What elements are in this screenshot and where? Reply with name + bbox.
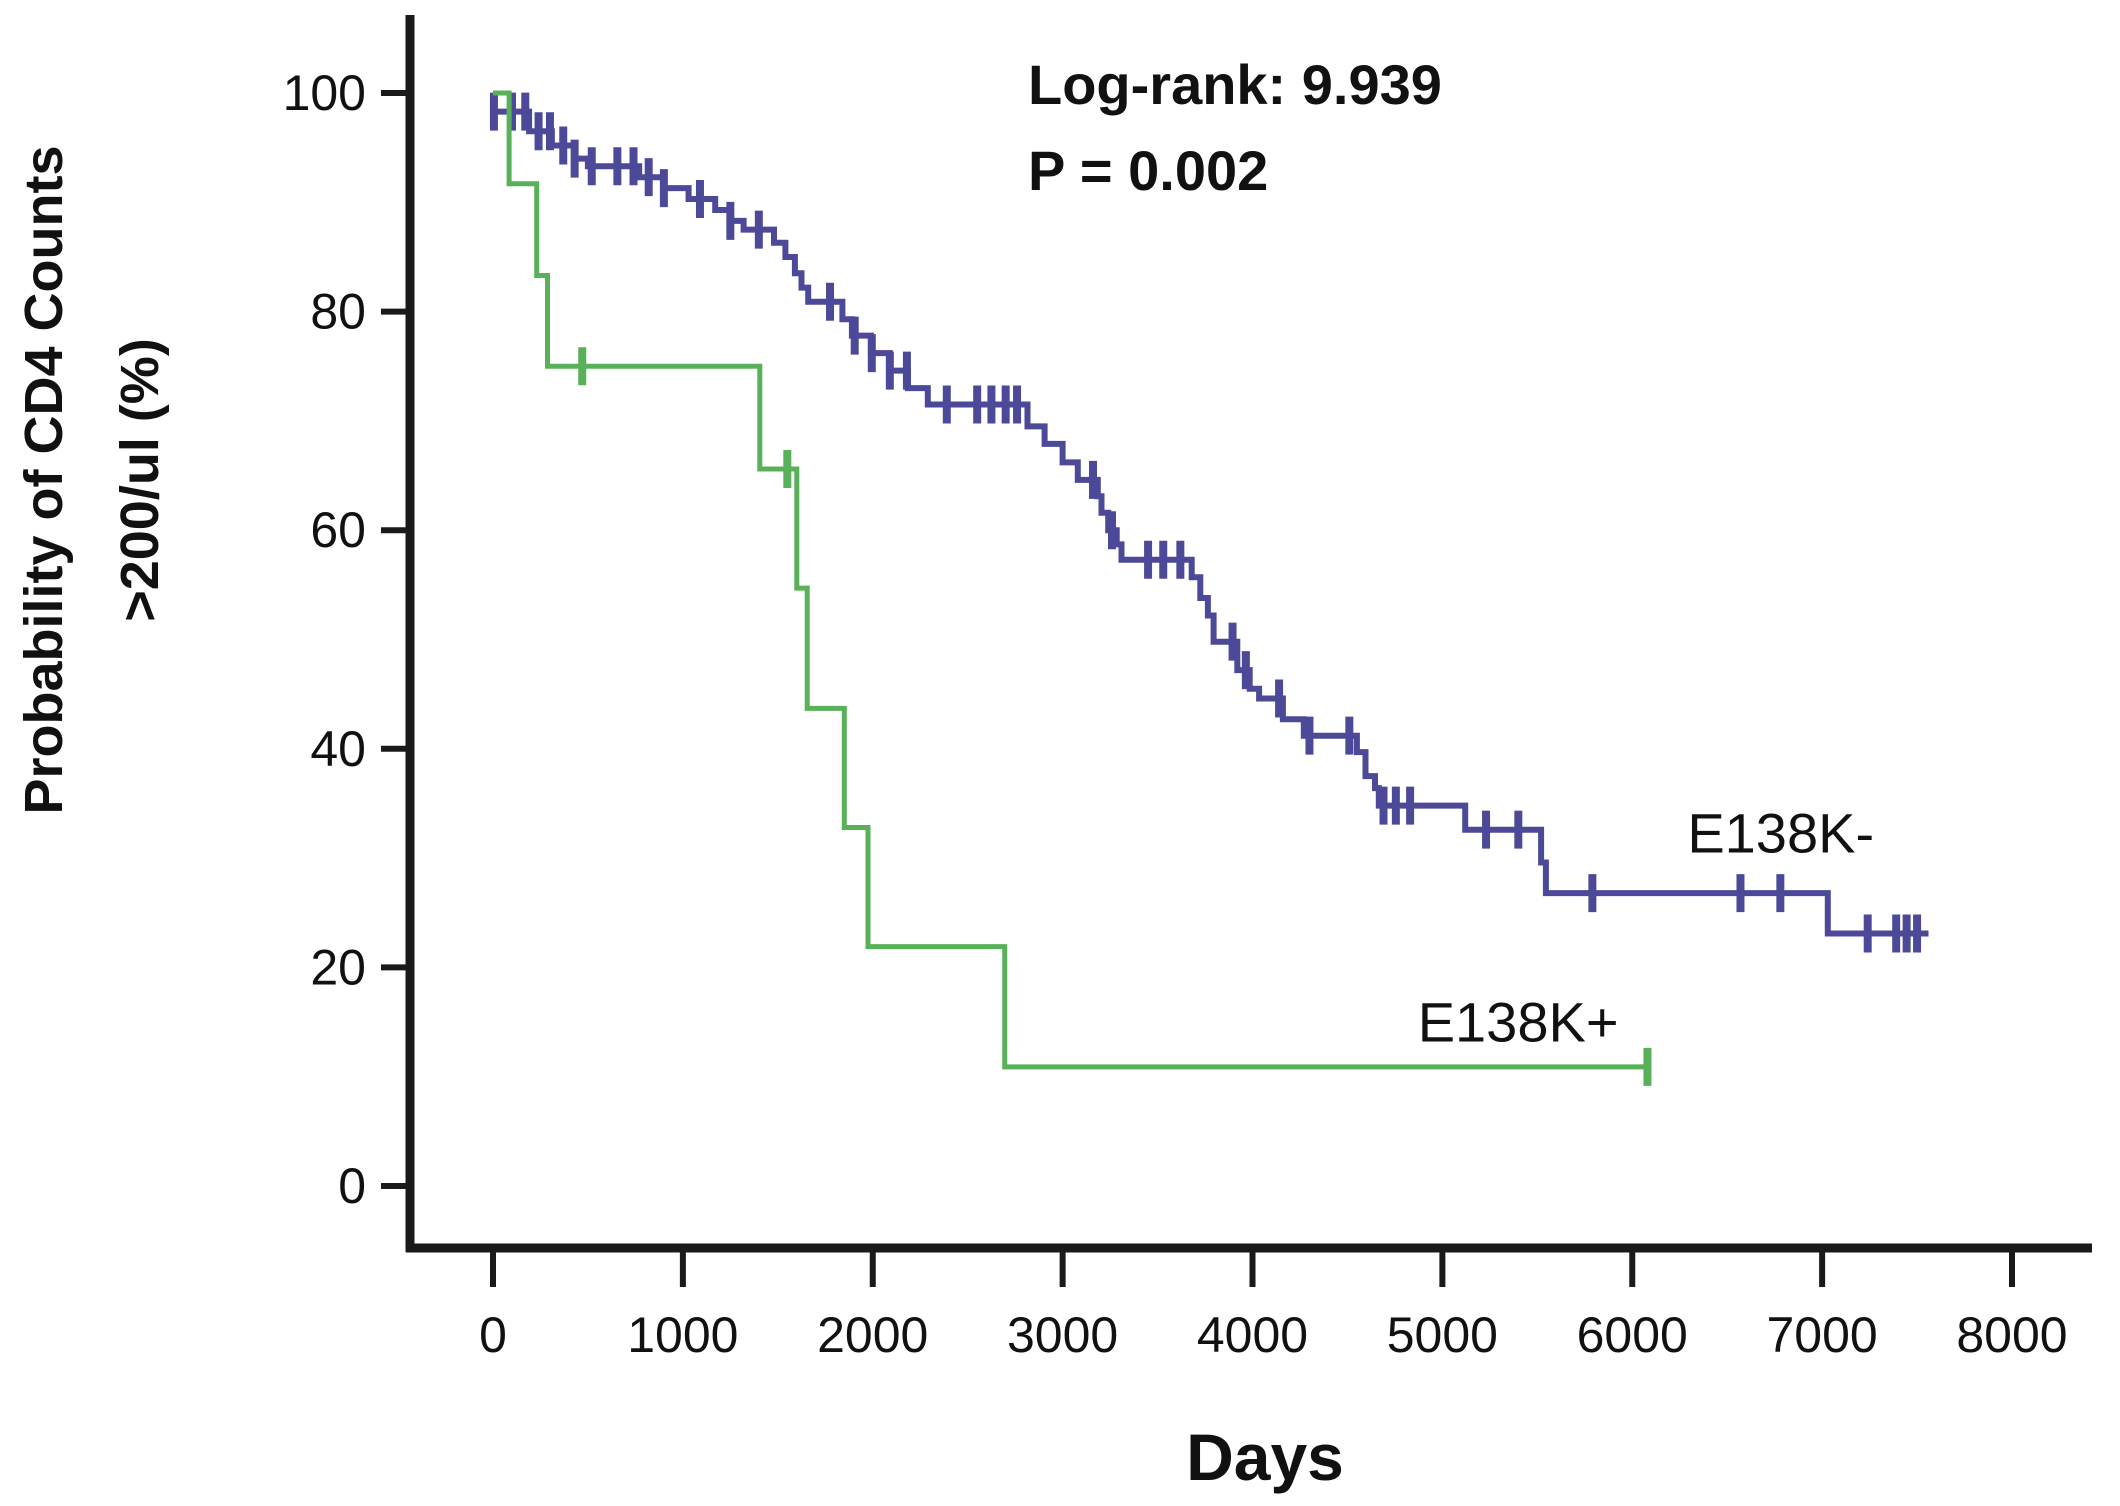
y-tick-label: 60 bbox=[310, 502, 366, 558]
y-axis-ticks: 0 20 40 60 80 100 bbox=[283, 65, 410, 1214]
series-curve-E138K+ bbox=[493, 90, 1649, 1070]
censor-marks-E138K+ bbox=[578, 347, 1652, 1086]
y-tick-label: 0 bbox=[338, 1158, 366, 1214]
x-tick-label: 7000 bbox=[1767, 1307, 1878, 1363]
x-tick-label: 5000 bbox=[1387, 1307, 1498, 1363]
x-tick-label: 6000 bbox=[1577, 1307, 1688, 1363]
x-tick-label: 4000 bbox=[1197, 1307, 1308, 1363]
x-tick-label: 0 bbox=[479, 1307, 507, 1363]
series-label-e138k-negative: E138K- bbox=[1687, 802, 1874, 865]
y-tick-label: 100 bbox=[283, 65, 366, 121]
x-axis-title: Days bbox=[1186, 1420, 1344, 1494]
y-tick-label: 40 bbox=[310, 721, 366, 777]
y-tick-label: 20 bbox=[310, 939, 366, 995]
x-tick-label: 2000 bbox=[817, 1307, 928, 1363]
x-tick-label: 8000 bbox=[1956, 1307, 2067, 1363]
pvalue-annotation: P = 0.002 bbox=[1028, 139, 1268, 202]
series-label-e138k-positive: E138K+ bbox=[1418, 991, 1619, 1054]
y-axis-title-line2: >200/ul (%) bbox=[110, 338, 170, 622]
x-axis-ticks: 0 1000 2000 3000 4000 5000 6000 7000 8000 bbox=[479, 1248, 2068, 1363]
x-tick-label: 1000 bbox=[627, 1307, 738, 1363]
series-curve-E138K- bbox=[493, 108, 1929, 937]
y-tick-label: 80 bbox=[310, 284, 366, 340]
y-axis-title-line1: Probability of CD4 Counts bbox=[14, 145, 74, 814]
censor-marks-E138K- bbox=[489, 92, 1922, 953]
logrank-annotation: Log-rank: 9.939 bbox=[1028, 53, 1442, 116]
series-curves bbox=[489, 90, 1929, 1086]
x-tick-label: 3000 bbox=[1007, 1307, 1118, 1363]
